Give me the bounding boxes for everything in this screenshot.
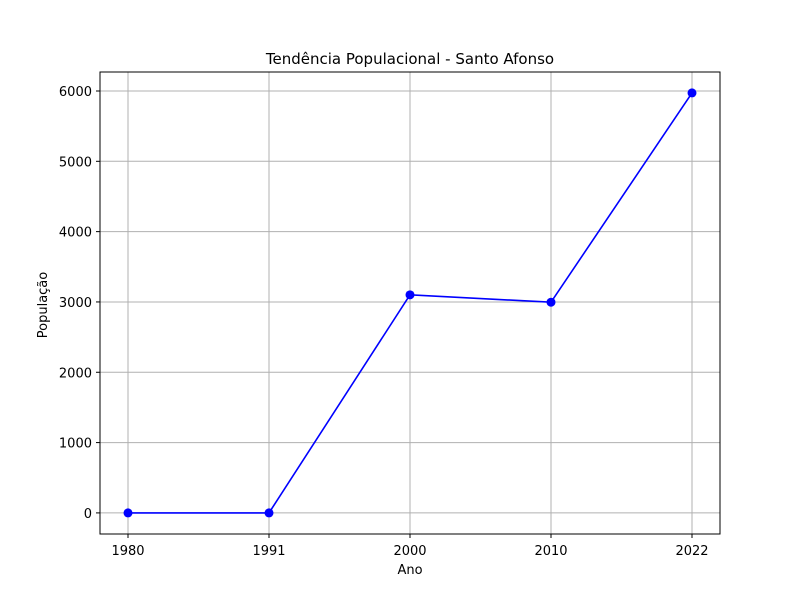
y-tick-label: 2000 (59, 366, 92, 381)
x-tick-label: 2022 (675, 544, 708, 559)
chart-title: Tendência Populacional - Santo Afonso (265, 50, 554, 68)
x-tick-label: 1980 (111, 544, 144, 559)
data-point (264, 508, 274, 518)
data-point (687, 88, 697, 98)
x-tick-label: 1991 (252, 544, 285, 559)
data-point (123, 508, 133, 518)
y-tick-label: 5000 (59, 155, 92, 170)
data-point (546, 297, 556, 307)
x-tick-label: 2010 (534, 544, 567, 559)
y-axis-label: População (36, 272, 51, 339)
y-tick-label: 6000 (59, 85, 92, 100)
series-layer (123, 88, 697, 518)
y-tick-label: 0 (84, 507, 92, 522)
y-tick-label: 3000 (59, 296, 92, 311)
data-point (405, 290, 415, 300)
tick-layer: 1980 1991 2000 2010 2022 0 1000 2000 3000 4000 500… (59, 85, 709, 559)
y-tick-label: 1000 (59, 437, 92, 452)
y-tick-label: 4000 (59, 226, 92, 241)
x-axis-label: Ano (397, 563, 422, 578)
x-tick-label: 2000 (393, 544, 426, 559)
